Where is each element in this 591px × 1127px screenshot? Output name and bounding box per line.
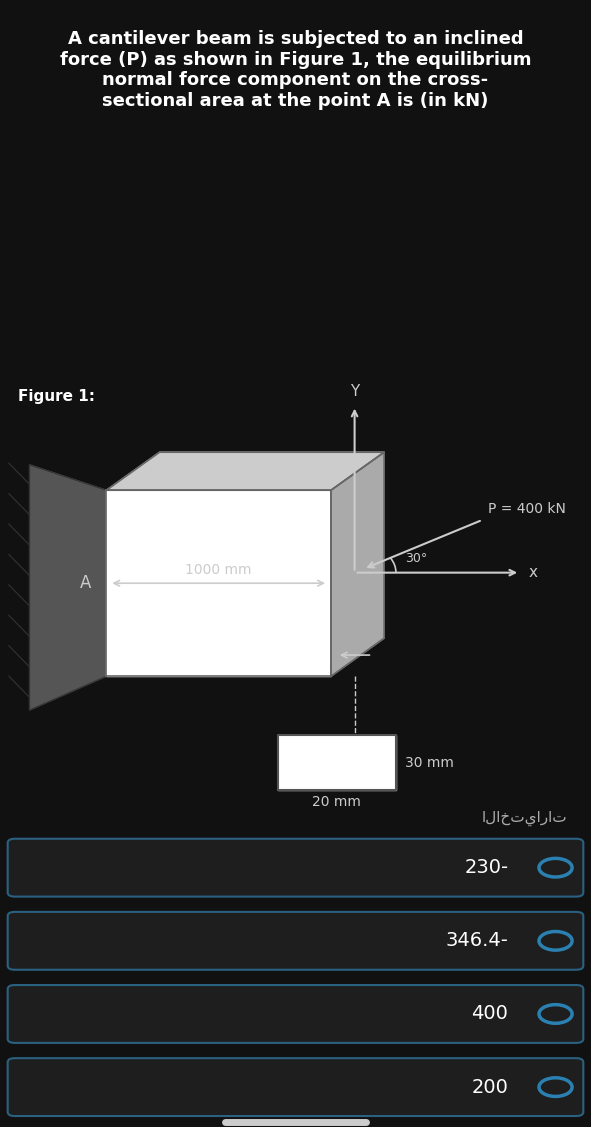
Text: P = 400 kN: P = 400 kN xyxy=(489,502,566,516)
Text: Area: Area xyxy=(321,756,353,770)
Text: Figure 1:: Figure 1: xyxy=(18,389,95,403)
Text: Y: Y xyxy=(350,384,359,399)
Polygon shape xyxy=(106,452,384,490)
Text: 30°: 30° xyxy=(405,552,427,565)
Text: 200: 200 xyxy=(472,1077,508,1097)
Text: A: A xyxy=(80,575,92,592)
Text: 400: 400 xyxy=(472,1004,508,1023)
FancyBboxPatch shape xyxy=(8,838,583,897)
Text: 1000 mm: 1000 mm xyxy=(186,562,252,577)
Polygon shape xyxy=(106,490,331,676)
Text: 230-: 230- xyxy=(464,858,508,877)
FancyBboxPatch shape xyxy=(8,912,583,969)
Polygon shape xyxy=(30,464,106,710)
Text: 346.4-: 346.4- xyxy=(446,931,508,950)
FancyBboxPatch shape xyxy=(8,985,583,1042)
Text: الاختيارات: الاختيارات xyxy=(482,811,567,826)
Polygon shape xyxy=(331,452,384,676)
Text: A cantilever beam is subjected to an inclined
force (P) as shown in Figure 1, th: A cantilever beam is subjected to an inc… xyxy=(60,29,531,110)
Polygon shape xyxy=(278,735,396,790)
FancyBboxPatch shape xyxy=(8,1058,583,1116)
Text: 20 mm: 20 mm xyxy=(313,795,361,808)
Text: 30 mm: 30 mm xyxy=(405,756,454,770)
Text: x: x xyxy=(529,565,538,580)
